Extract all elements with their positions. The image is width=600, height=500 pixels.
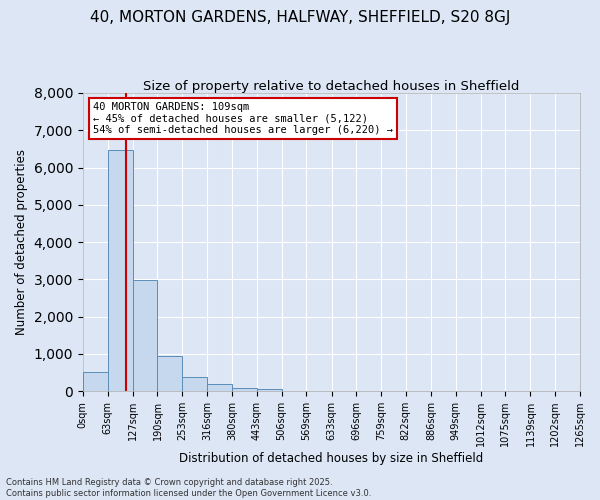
Title: Size of property relative to detached houses in Sheffield: Size of property relative to detached ho…: [143, 80, 520, 93]
Bar: [207, 384, 232, 391]
Bar: [157, 356, 182, 391]
Text: 40, MORTON GARDENS, HALFWAY, SHEFFIELD, S20 8GJ: 40, MORTON GARDENS, HALFWAY, SHEFFIELD, …: [90, 10, 510, 25]
Bar: [232, 388, 257, 391]
Bar: [182, 377, 207, 391]
Text: 40 MORTON GARDENS: 109sqm
← 45% of detached houses are smaller (5,122)
54% of se: 40 MORTON GARDENS: 109sqm ← 45% of detac…: [93, 102, 393, 135]
Bar: [83, 372, 107, 391]
Text: Contains HM Land Registry data © Crown copyright and database right 2025.
Contai: Contains HM Land Registry data © Crown c…: [6, 478, 371, 498]
Bar: [257, 390, 281, 391]
X-axis label: Distribution of detached houses by size in Sheffield: Distribution of detached houses by size …: [179, 452, 484, 465]
Y-axis label: Number of detached properties: Number of detached properties: [15, 149, 28, 335]
Bar: [133, 280, 157, 391]
Bar: [107, 150, 133, 391]
